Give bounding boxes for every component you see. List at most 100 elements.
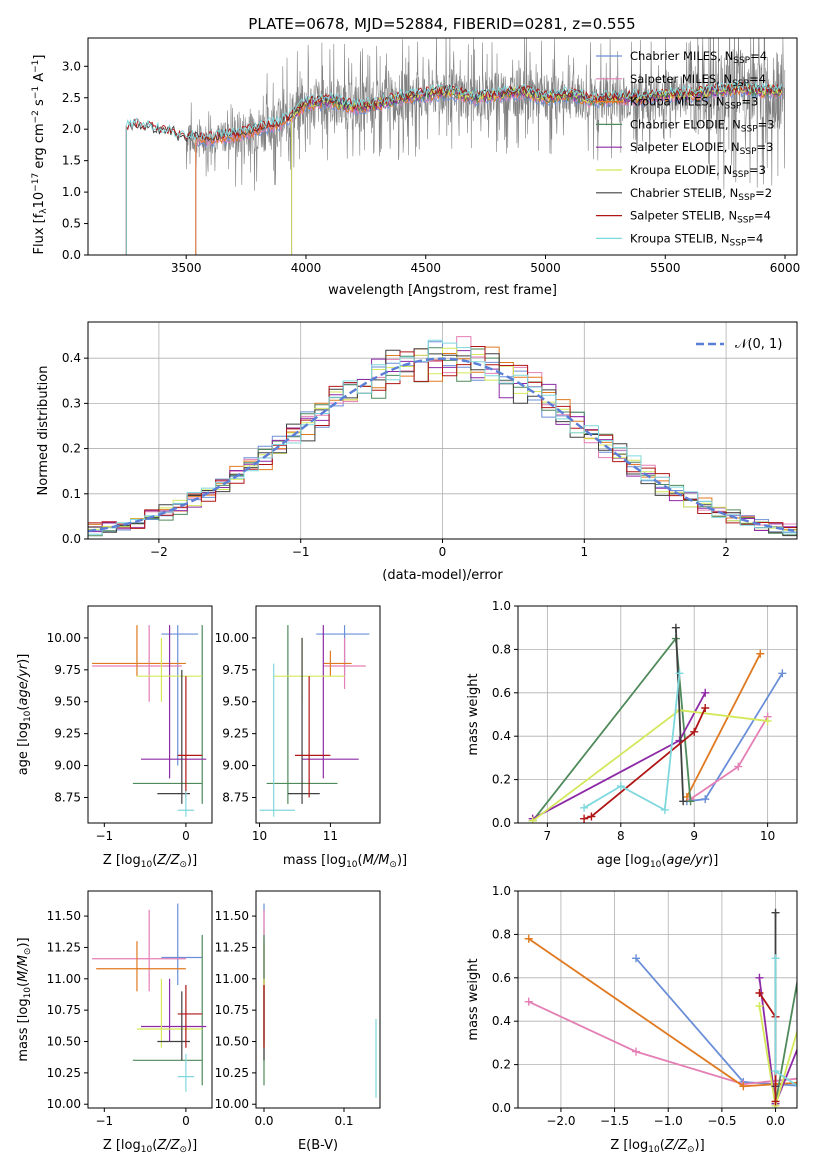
axes-frame [517,605,798,824]
y-tick-label: 2.5 [62,91,81,105]
label-part: )] [187,1138,197,1153]
label-part: mass [log [283,853,346,868]
grid-lines [518,890,797,1109]
mass-weight-marker [524,997,533,1006]
ticks: −2.0 −1.5 −1.0 −0.5 0.0 0.0 0.2 0.4 0.6 0.8 1.0 [492,884,785,1128]
x-axis-label: mass [log10(M/M⊙)] [283,853,407,870]
y-tick-label: 0.4 [62,351,81,365]
mass-weight-line [774,958,797,1087]
plot-area [263,903,377,1098]
legend-label: 𝒩(0, 1) [735,337,782,352]
x-tick-label: −2.0 [546,1114,575,1128]
y-tick-label: 9.50 [54,695,81,709]
mass-weight-marker [804,1074,812,1082]
label-part: mass [log [16,998,31,1061]
y-tick-label: 8.75 [54,790,81,804]
plot-area [528,623,787,823]
label-part: ( [358,853,363,868]
legend-label: Kroupa ELODIE, NSSP=3 [630,163,766,180]
mass-vs-ebv-panel: 0.0 0.1 10.00 10.25 10.50 10.75 11.00 11.25 11.5… [215,890,381,1153]
y-tick-label: 10.75 [47,1003,81,1017]
label-superscript: −1 [31,86,41,99]
mass-weight-marker [701,795,710,804]
ticks: −1 0 8.75 9.00 9.25 9.50 9.75 10.00 [47,631,190,843]
residual-histogram-step [88,339,797,535]
legend-label: Kroupa MILES, NSSP=3 [630,95,758,112]
x-axis-label: wavelength [Angstrom, rest frame] [328,283,557,298]
y-tick-label: 0.2 [62,442,81,456]
label-part: Chabrier ELODIE, N [630,117,741,131]
mass-weight-marker [679,797,688,806]
label-subscript: SSP [730,238,747,248]
label-part: =3 [749,163,766,177]
label-part: Z [log [610,1138,648,1153]
model-spectrum-line [88,80,783,255]
y-tick-label: 0.3 [62,396,81,410]
label-part: age [log [597,853,650,868]
label-part: )] [397,853,407,868]
y-tick-label: 10.25 [215,1066,249,1080]
mass-weight-vs-age-panel: 7 8 9 10 0.0 0.2 0.4 0.6 0.8 1.0 mass weight age [l… [466,599,798,870]
label-part: =4 [749,72,766,86]
label-part: =3 [757,140,774,154]
y-tick-label: 9.00 [222,759,249,773]
mass-weight-marker [804,1091,812,1099]
normal-curve [88,357,795,533]
label-subscript: λ [39,208,49,214]
y-tick-label: 10.50 [215,1035,249,1049]
x-axis-label: Z [log10(Z/Z⊙)] [610,1138,704,1155]
y-tick-label: 11.25 [215,940,249,954]
x-tick-label: 8 [617,829,625,843]
x-tick-label: −1.0 [654,1114,683,1128]
label-subscript: 10 [141,860,153,870]
label-part: erg cm [32,123,47,172]
mass-weight-marker [804,1019,812,1027]
y-tick-label: 0.2 [492,1058,511,1072]
label-subscript: ⊙ [179,1145,187,1155]
y-tick-label: 0.5 [62,217,81,231]
y-tick-label: 1.0 [492,599,511,613]
ticks: 10 11 8.75 9.00 9.25 9.50 9.75 10.00 [215,631,338,843]
mass-weight-line [758,1005,797,1107]
x-tick-label: 5000 [530,261,561,275]
label-subscript: SSP [737,216,754,226]
ticks: 7 8 9 10 0.0 0.2 0.4 0.6 0.8 1.0 [492,599,775,843]
label-part: =3 [741,95,758,109]
grid-lines [518,605,797,824]
x-tick-label: 0 [182,829,190,843]
label-subscript: 10 [648,1145,660,1155]
y-tick-label: 11.50 [47,909,81,923]
y-tick-label: 9.00 [54,759,81,773]
label-part: Salpeter MILES, N [630,72,732,86]
y-tick-label: 0.0 [62,532,81,546]
plot-area [88,336,797,537]
x-tick-label: 10 [760,829,775,843]
y-tick-label: 10.75 [215,1003,249,1017]
y-tick-label: 11.50 [215,909,249,923]
y-tick-label: 0.4 [492,1014,511,1028]
x-tick-label: 0.0 [766,1114,785,1128]
label-italic: M/M [16,955,31,982]
mass-weight-marker [701,688,710,697]
mass-weight-line [675,627,685,802]
mass-weight-marker [763,717,772,726]
label-subscript: ⊙ [179,860,187,870]
y-axis-label: mass [log10(M/M⊙)] [16,937,33,1061]
y-tick-label: 1.0 [62,185,81,199]
axes-frame [87,890,213,1109]
y-tick-label: 9.50 [222,695,249,709]
label-part: ( [16,982,31,987]
x-tick-label: −1 [292,545,310,559]
label-superscript: −2 [31,110,41,123]
axes-frame [517,890,798,1109]
label-italic: Z/Z [156,853,180,868]
x-tick-label: −0.5 [707,1114,736,1128]
mass-weight-marker [755,988,764,997]
mass-weight-line [774,978,797,1104]
label-part: ] [32,55,47,60]
observed-spectrum [185,38,786,191]
y-axis-label: Normed distribution [36,366,51,496]
